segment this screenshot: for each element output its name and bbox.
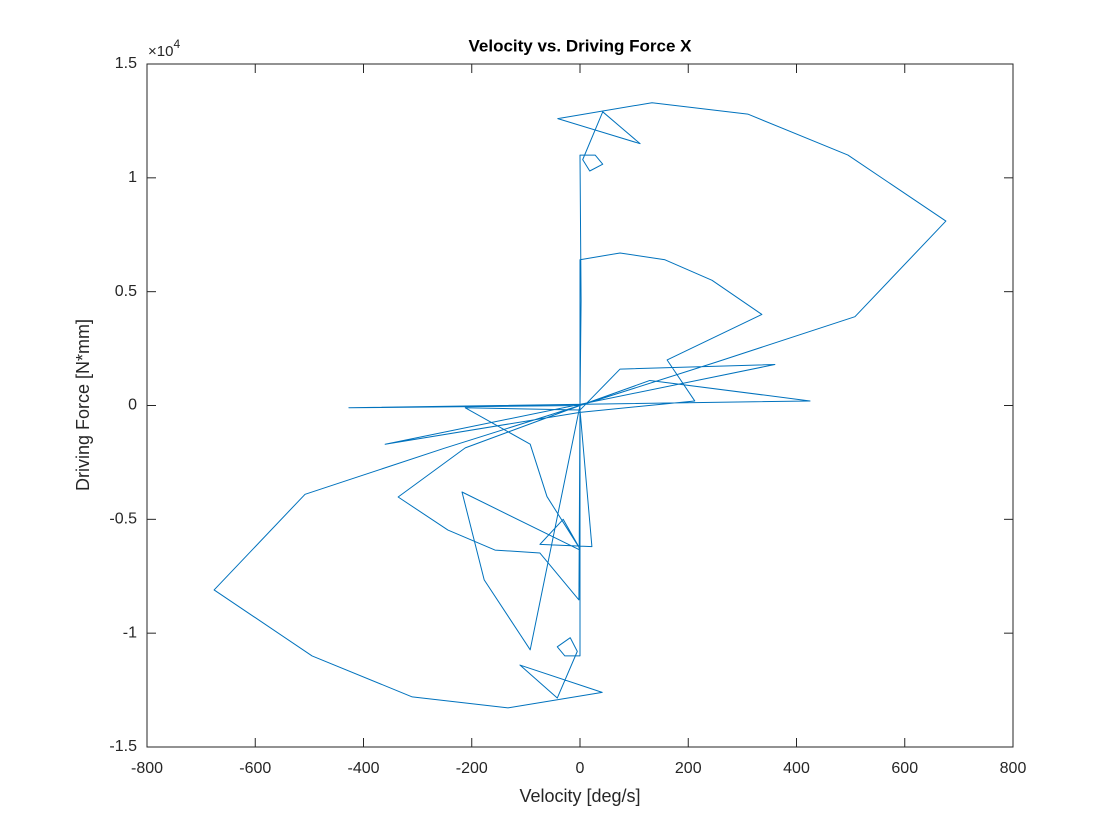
y-tick-label: 0.5	[115, 283, 137, 300]
x-tick-label: -800	[131, 760, 163, 777]
data-line	[213, 102, 947, 709]
x-axis-label: Velocity [deg/s]	[519, 786, 640, 806]
y-multiplier-exponent: 4	[173, 37, 180, 51]
y-multiplier: ×104	[148, 37, 180, 60]
y-tick-label: -0.5	[109, 511, 137, 528]
y-tick-label: 1	[128, 169, 137, 186]
x-tick-label: 800	[1000, 760, 1027, 777]
x-tick-label: -600	[239, 760, 271, 777]
x-tick-label: 400	[783, 760, 810, 777]
y-tick-label: 1.5	[115, 55, 137, 72]
x-tick-label: 200	[675, 760, 702, 777]
x-tick-label: -200	[456, 760, 488, 777]
x-tick-label: 600	[891, 760, 918, 777]
x-tick-label: 0	[576, 760, 585, 777]
chart-title: Velocity vs. Driving Force X	[469, 36, 693, 55]
y-tick-label: -1	[123, 624, 137, 641]
y-multiplier-base: ×10	[148, 43, 173, 60]
y-tick-label: -1.5	[109, 738, 137, 755]
y-tick-label: 0	[128, 397, 137, 414]
y-axis-label: Driving Force [N*mm]	[73, 319, 93, 491]
x-tick-label: -400	[347, 760, 379, 777]
